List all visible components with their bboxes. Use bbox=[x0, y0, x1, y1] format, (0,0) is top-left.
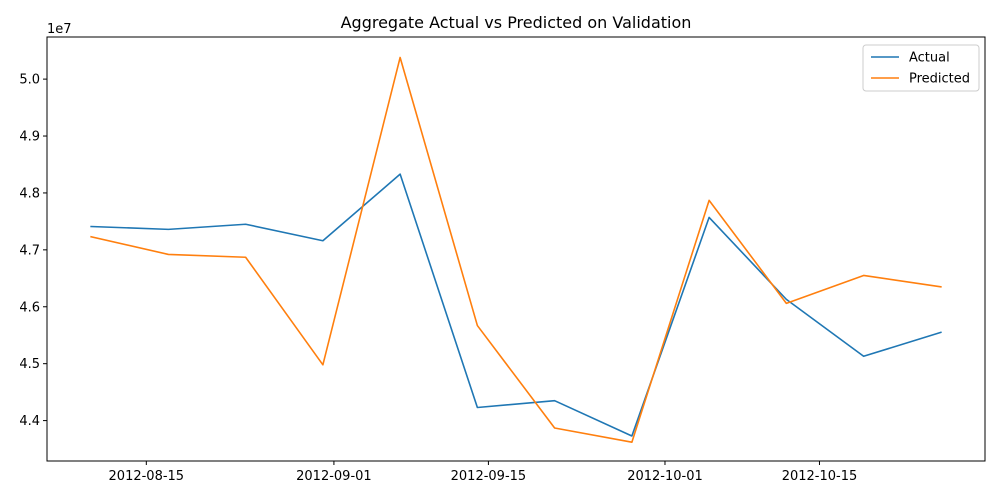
plot-frame bbox=[46, 36, 986, 462]
legend-label-actual: Actual bbox=[909, 51, 950, 66]
x-tick-label: 2012-10-15 bbox=[782, 469, 858, 484]
x-tick-label: 2012-09-01 bbox=[296, 469, 372, 484]
y-tick-label: 4.7 bbox=[19, 243, 40, 258]
y-tick-label: 4.4 bbox=[19, 414, 40, 429]
legend-label-predicted: Predicted bbox=[909, 72, 970, 87]
series-line-predicted bbox=[90, 56, 942, 444]
x-tick-label: 2012-10-01 bbox=[627, 469, 703, 484]
y-tick-label: 4.6 bbox=[19, 300, 40, 315]
series-line-actual bbox=[90, 173, 942, 437]
chart-title: Aggregate Actual vs Predicted on Validat… bbox=[341, 13, 692, 32]
y-tick-label: 4.9 bbox=[19, 130, 40, 145]
x-tick-label: 2012-08-15 bbox=[109, 469, 185, 484]
y-tick-label: 5.0 bbox=[19, 73, 40, 88]
axes: 2012-08-15 2012-09-01 2012-09-15 2012-10-01… bbox=[19, 36, 986, 484]
x-tick-label: 2012-09-15 bbox=[451, 469, 527, 484]
y-tick-label: 4.8 bbox=[19, 186, 40, 201]
y-axis-offset-label: 1e7 bbox=[47, 22, 72, 37]
series-layer bbox=[90, 56, 942, 444]
legend: Actual Predicted bbox=[862, 44, 980, 92]
y-tick-label: 4.5 bbox=[19, 357, 40, 372]
